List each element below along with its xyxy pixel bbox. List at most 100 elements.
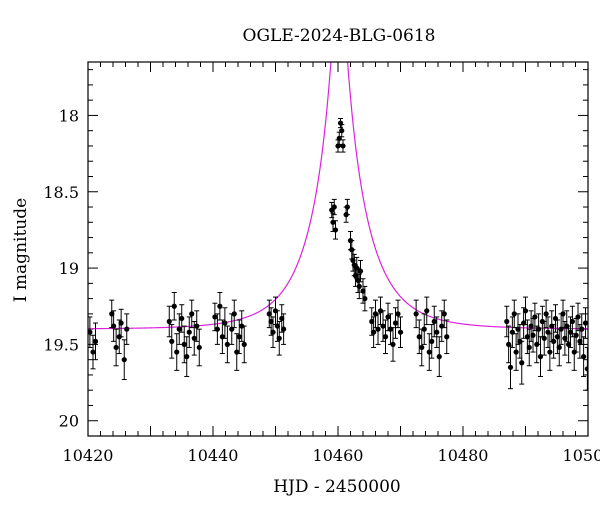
data-marker bbox=[426, 349, 432, 355]
data-point bbox=[171, 292, 177, 321]
data-marker bbox=[357, 268, 364, 274]
data-marker bbox=[530, 332, 536, 338]
data-point bbox=[390, 327, 396, 362]
plot-frame bbox=[87, 61, 589, 437]
x-axis-label: HJD - 2450000 bbox=[273, 477, 401, 497]
data-marker bbox=[554, 334, 560, 340]
data-point bbox=[113, 328, 119, 367]
data-point bbox=[436, 336, 442, 377]
data-marker bbox=[231, 311, 237, 317]
data-point bbox=[174, 333, 180, 371]
data-point bbox=[340, 139, 346, 153]
data-marker bbox=[186, 329, 192, 335]
data-point bbox=[551, 324, 557, 359]
data-point bbox=[166, 305, 172, 338]
data-point bbox=[118, 308, 124, 338]
data-point bbox=[357, 259, 364, 283]
data-marker bbox=[390, 341, 396, 348]
data-marker bbox=[515, 326, 521, 332]
data-marker bbox=[276, 335, 282, 341]
data-point bbox=[584, 346, 588, 391]
data-point bbox=[336, 131, 342, 145]
data-marker bbox=[519, 360, 525, 366]
data-marker bbox=[441, 311, 447, 317]
data-point bbox=[186, 316, 192, 348]
data-marker bbox=[507, 364, 514, 370]
data-point bbox=[434, 316, 440, 348]
x-tick-label: 10460 bbox=[313, 446, 364, 465]
data-marker bbox=[397, 329, 404, 335]
data-marker bbox=[560, 311, 566, 317]
data-point bbox=[382, 319, 389, 355]
data-point bbox=[556, 328, 562, 367]
data-point bbox=[169, 324, 175, 359]
data-point bbox=[515, 313, 521, 345]
data-marker bbox=[582, 320, 588, 326]
x-tick-label: 10480 bbox=[438, 446, 489, 465]
data-marker bbox=[189, 311, 195, 317]
data-point bbox=[231, 299, 237, 329]
data-point bbox=[184, 336, 190, 377]
data-marker bbox=[434, 329, 440, 335]
data-point bbox=[375, 313, 381, 345]
data-marker bbox=[424, 308, 430, 314]
data-point bbox=[371, 316, 377, 348]
data-point bbox=[88, 316, 93, 348]
data-point bbox=[507, 345, 514, 390]
data-marker bbox=[109, 311, 115, 317]
data-point bbox=[196, 328, 202, 367]
data-point bbox=[281, 313, 287, 345]
x-tick-label: 10500 bbox=[563, 446, 600, 465]
data-marker bbox=[111, 323, 117, 329]
data-marker bbox=[331, 204, 337, 210]
data-marker bbox=[547, 349, 553, 355]
data-point bbox=[519, 340, 525, 385]
y-tick-label: 18.5 bbox=[43, 183, 79, 202]
data-marker bbox=[274, 323, 280, 329]
data-point bbox=[392, 307, 399, 339]
y-tick-label: 20 bbox=[59, 412, 79, 431]
data-point bbox=[270, 316, 276, 348]
model-curve bbox=[88, 62, 588, 330]
data-marker bbox=[584, 366, 588, 372]
data-marker bbox=[573, 332, 579, 338]
data-marker bbox=[184, 354, 190, 360]
data-marker bbox=[528, 323, 534, 329]
data-marker bbox=[266, 311, 272, 317]
data-point bbox=[241, 325, 247, 364]
data-marker bbox=[241, 341, 247, 348]
data-marker bbox=[217, 303, 223, 309]
data-point bbox=[276, 321, 282, 356]
data-marker bbox=[369, 318, 375, 325]
data-point bbox=[121, 339, 127, 381]
data-marker bbox=[566, 341, 572, 348]
data-point bbox=[385, 302, 391, 332]
data-marker bbox=[196, 344, 202, 351]
y-tick-label: 19.5 bbox=[43, 335, 79, 354]
data-point bbox=[179, 304, 185, 333]
data-marker bbox=[350, 257, 356, 264]
data-marker bbox=[392, 320, 399, 326]
data-marker bbox=[124, 326, 130, 332]
data-point bbox=[111, 310, 117, 342]
chart-title: OGLE-2024-BLG-0618 bbox=[243, 26, 436, 46]
data-point bbox=[582, 307, 588, 339]
data-marker bbox=[92, 338, 99, 344]
data-marker bbox=[171, 303, 177, 309]
data-marker bbox=[371, 329, 377, 335]
tick-labels: 10420 10440 10460 10480 10500 18 18.5 19 19.5 20 bbox=[43, 106, 600, 465]
data-marker bbox=[511, 311, 517, 317]
data-marker bbox=[118, 320, 124, 326]
data-marker bbox=[113, 344, 119, 351]
data-point bbox=[344, 198, 350, 216]
data-point bbox=[543, 299, 549, 329]
data-point bbox=[413, 299, 419, 329]
data-marker bbox=[429, 338, 435, 344]
data-marker bbox=[436, 354, 442, 360]
data-marker bbox=[88, 329, 93, 335]
data-marker bbox=[416, 334, 422, 340]
data-marker bbox=[174, 349, 180, 355]
data-marker bbox=[356, 283, 362, 289]
data-marker bbox=[541, 335, 547, 341]
